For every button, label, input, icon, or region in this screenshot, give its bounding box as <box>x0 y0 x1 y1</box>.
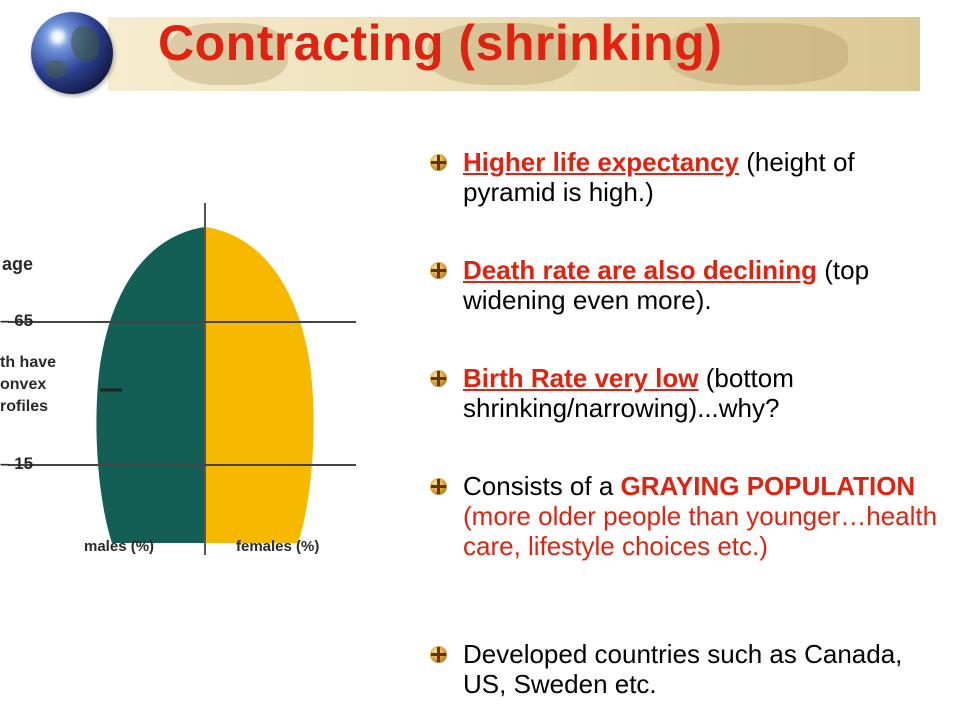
title-banner <box>108 17 920 91</box>
bullet-icon <box>430 262 447 279</box>
bullet-detail: (bottom shrinking/narrowing)...why? <box>463 363 794 423</box>
bullet-highlight: Higher life expectancy <box>463 147 739 177</box>
profile-note-line2: onvex <box>0 376 46 393</box>
age-15-label: – 15 <box>0 454 33 473</box>
map-continent-shape <box>168 23 288 85</box>
profile-note-line1: th have <box>0 354 56 371</box>
bullet-detail: (height of pyramid is high.) <box>463 147 855 207</box>
age-label: age <box>2 254 33 274</box>
bullet-icon <box>430 478 447 495</box>
map-continent-shape <box>428 23 578 85</box>
females-shape <box>205 227 314 543</box>
map-continent-shape <box>668 23 848 85</box>
bullet-icon <box>430 646 447 663</box>
females-axis-label: females (%) <box>236 538 319 555</box>
males-shape <box>96 227 205 543</box>
bullet-highlight: Birth Rate very low <box>463 363 699 393</box>
pyramid-svg: age – 65 th have onvex rofiles – 15 male… <box>0 203 356 555</box>
profile-note-line3: rofiles <box>0 398 48 415</box>
globe-icon <box>31 12 113 94</box>
bullet-icon <box>430 154 447 171</box>
bullet-detail: (top widening even more). <box>463 255 870 315</box>
bullet-highlight: Death rate are also declining <box>463 255 818 285</box>
age-65-label: – 65 <box>0 311 33 330</box>
bullet-emphasis: GRAYING POPULATION <box>620 471 916 501</box>
males-axis-label: males (%) <box>84 538 154 555</box>
bullet-lead: Consists of a <box>463 471 621 501</box>
slide-title: Contracting (shrinking) <box>158 15 723 71</box>
bullet-detail: Developed countries such as Canada, US, … <box>463 639 903 699</box>
population-pyramid-figure: age – 65 th have onvex rofiles – 15 male… <box>0 195 360 575</box>
bullet-detail: (more older people than younger…health c… <box>463 501 938 561</box>
bullet-icon <box>430 370 447 387</box>
